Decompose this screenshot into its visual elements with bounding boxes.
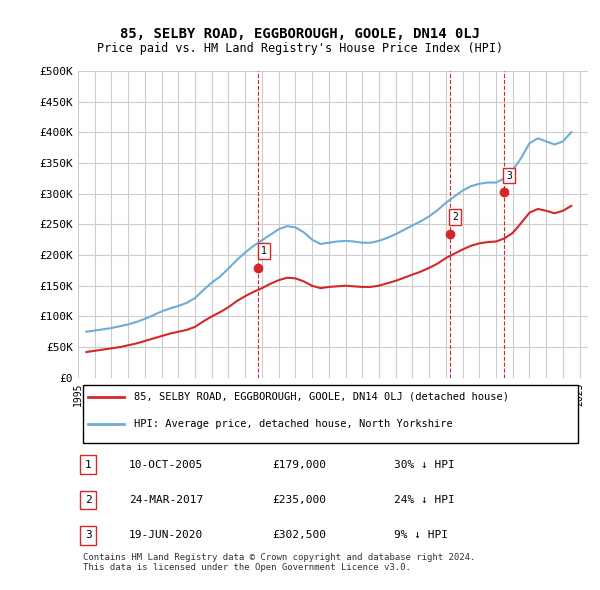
Text: 85, SELBY ROAD, EGGBOROUGH, GOOLE, DN14 0LJ: 85, SELBY ROAD, EGGBOROUGH, GOOLE, DN14 … bbox=[120, 27, 480, 41]
Text: 19-JUN-2020: 19-JUN-2020 bbox=[129, 530, 203, 540]
Text: 9% ↓ HPI: 9% ↓ HPI bbox=[394, 530, 448, 540]
Text: 3: 3 bbox=[506, 171, 512, 181]
Text: 1: 1 bbox=[85, 460, 92, 470]
FancyBboxPatch shape bbox=[83, 385, 578, 444]
Text: 24-MAR-2017: 24-MAR-2017 bbox=[129, 495, 203, 505]
Text: 2: 2 bbox=[85, 495, 92, 505]
Text: 85, SELBY ROAD, EGGBOROUGH, GOOLE, DN14 0LJ (detached house): 85, SELBY ROAD, EGGBOROUGH, GOOLE, DN14 … bbox=[134, 392, 509, 402]
Text: HPI: Average price, detached house, North Yorkshire: HPI: Average price, detached house, Nort… bbox=[134, 419, 453, 429]
Text: 3: 3 bbox=[85, 530, 92, 540]
Text: 2: 2 bbox=[452, 212, 458, 222]
Text: Price paid vs. HM Land Registry's House Price Index (HPI): Price paid vs. HM Land Registry's House … bbox=[97, 42, 503, 55]
Text: 1: 1 bbox=[261, 247, 266, 257]
Text: £235,000: £235,000 bbox=[272, 495, 326, 505]
Text: £302,500: £302,500 bbox=[272, 530, 326, 540]
Text: 30% ↓ HPI: 30% ↓ HPI bbox=[394, 460, 455, 470]
Text: £179,000: £179,000 bbox=[272, 460, 326, 470]
Text: Contains HM Land Registry data © Crown copyright and database right 2024.
This d: Contains HM Land Registry data © Crown c… bbox=[83, 553, 475, 572]
Text: 24% ↓ HPI: 24% ↓ HPI bbox=[394, 495, 455, 505]
Text: 10-OCT-2005: 10-OCT-2005 bbox=[129, 460, 203, 470]
